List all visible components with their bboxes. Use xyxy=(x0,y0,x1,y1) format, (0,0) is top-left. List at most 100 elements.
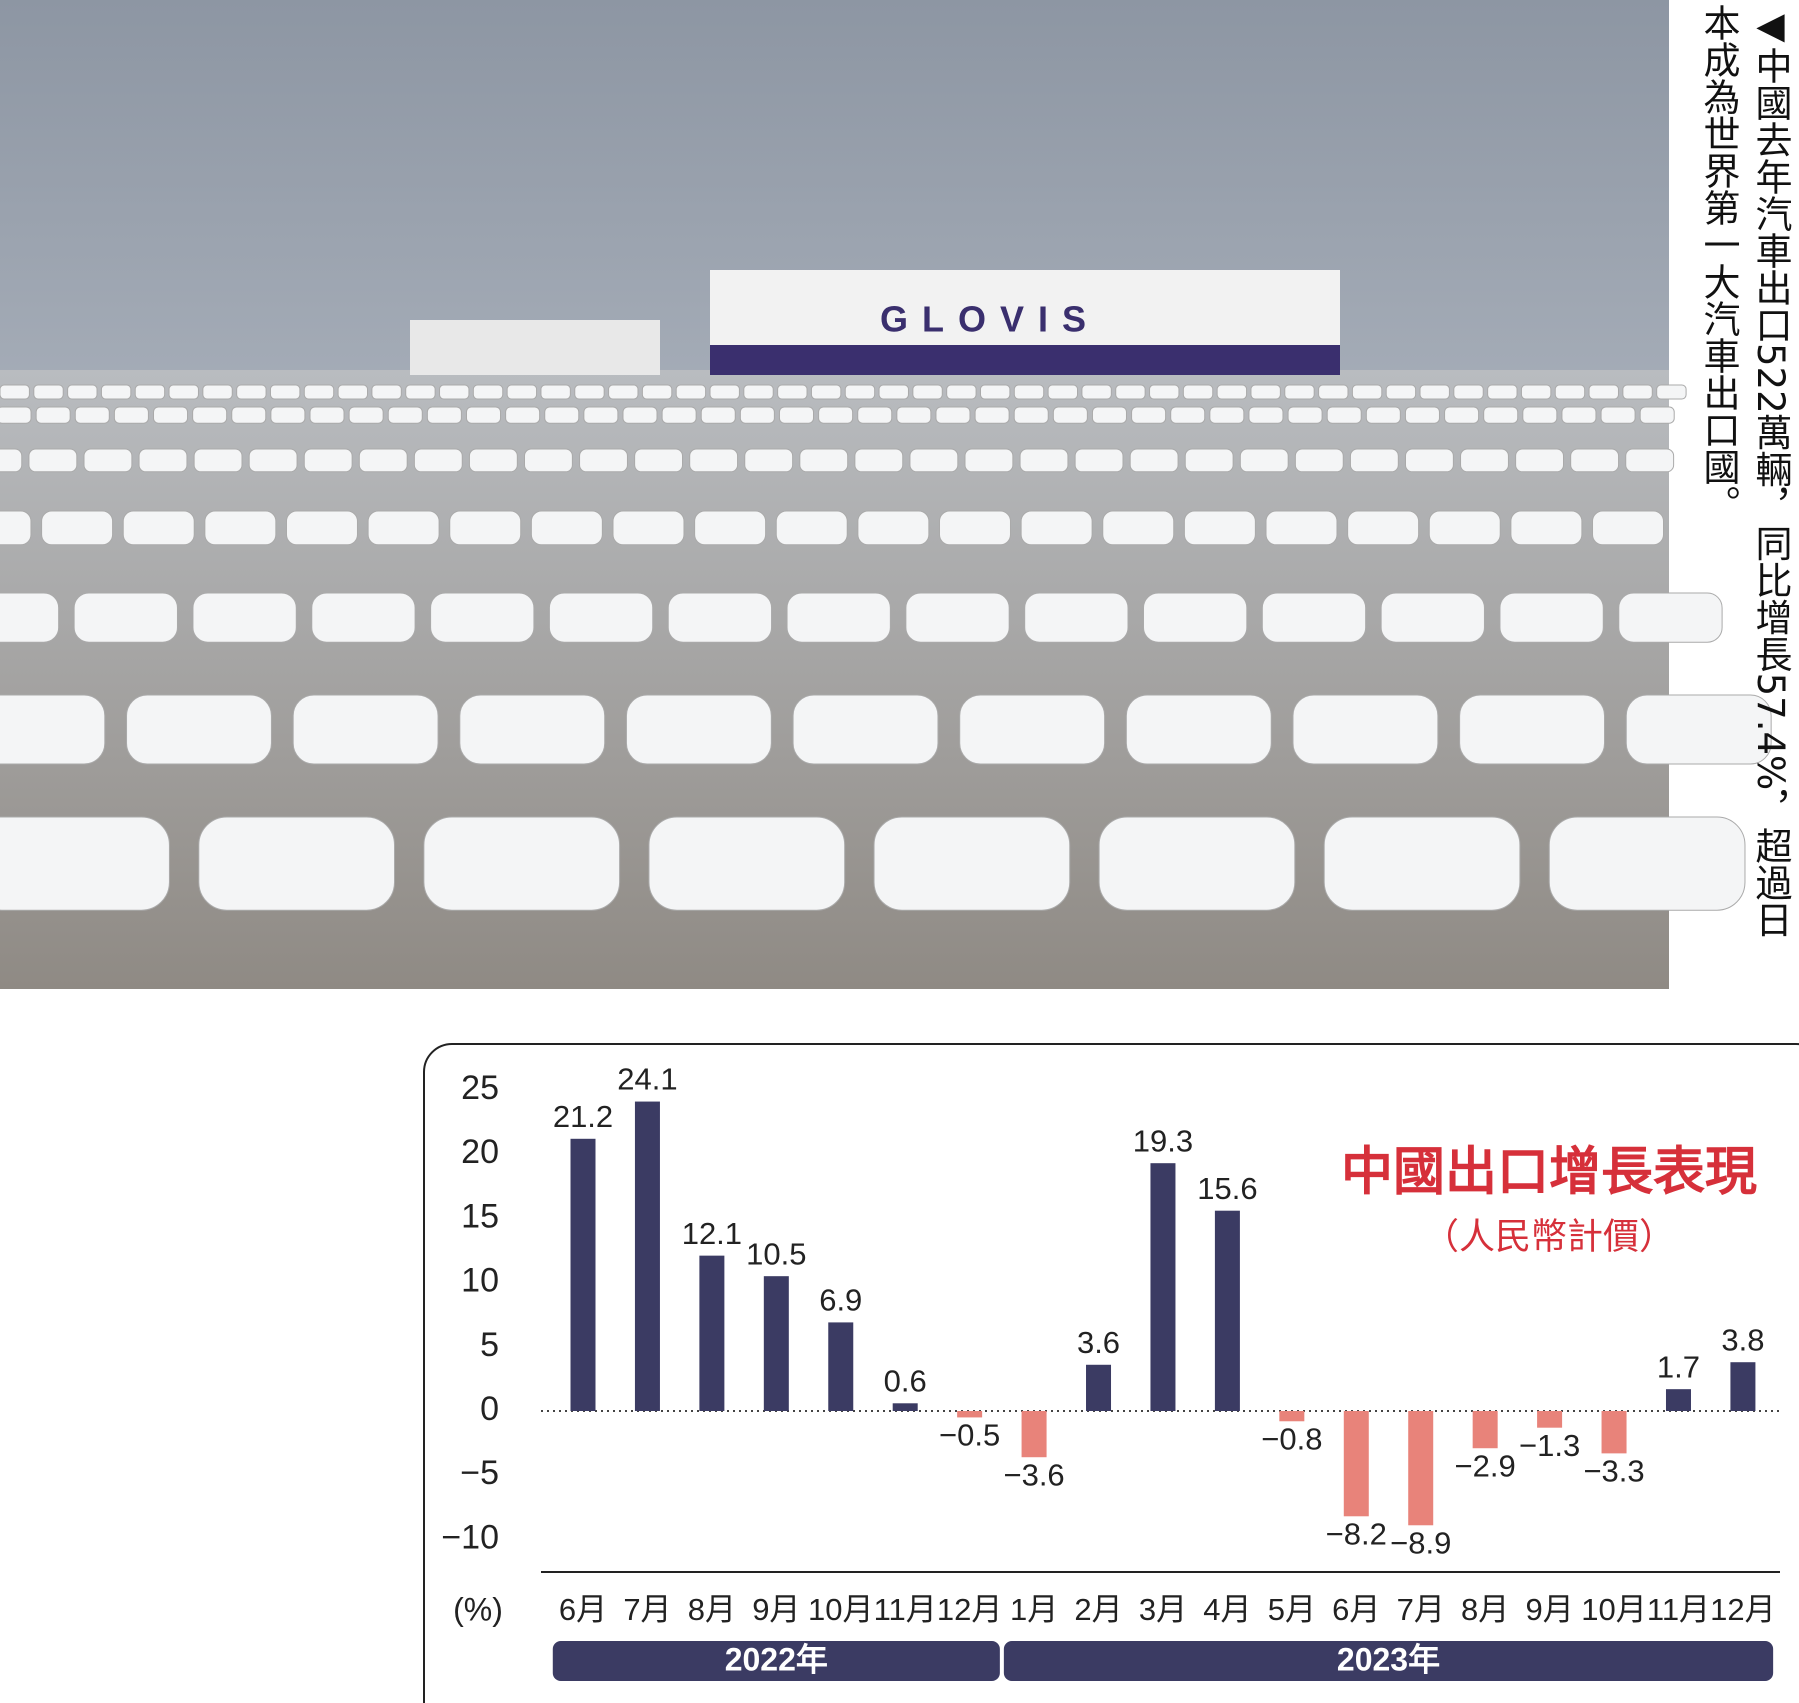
photo-car xyxy=(1239,448,1289,473)
photo-car xyxy=(122,510,195,546)
y-tick-label: 0 xyxy=(480,1390,499,1428)
photo-car xyxy=(878,384,909,400)
bar xyxy=(634,1101,660,1411)
photo-car xyxy=(337,384,369,400)
x-tick-label: 7月 xyxy=(623,1592,671,1627)
photo-car xyxy=(574,384,605,400)
photo-car xyxy=(303,448,353,473)
photo-car xyxy=(799,448,849,473)
value-label: −0.8 xyxy=(1261,1421,1322,1456)
photo-car xyxy=(1183,510,1256,546)
y-tick-label: −5 xyxy=(460,1454,499,1492)
photo-car xyxy=(622,406,658,424)
photo-car xyxy=(0,592,60,643)
photo-car xyxy=(0,694,106,765)
photo-car xyxy=(1182,384,1214,400)
photo-car xyxy=(974,406,1010,424)
photo-car xyxy=(153,406,189,424)
photo-car xyxy=(1265,510,1338,546)
photo-car xyxy=(1216,384,1248,400)
chart-title: 中國出口增長表現 xyxy=(1341,1142,1757,1203)
photo-car xyxy=(74,406,110,424)
photo-car xyxy=(204,510,277,546)
photo-car xyxy=(524,448,573,473)
bar xyxy=(828,1322,854,1411)
photo-car xyxy=(1510,510,1583,546)
photo-car xyxy=(1419,384,1450,400)
photo-car xyxy=(1149,384,1180,400)
photo-car xyxy=(1081,384,1112,400)
photo-car xyxy=(270,406,306,424)
photo-car xyxy=(1554,384,1586,400)
photo-car xyxy=(775,510,848,546)
photo-car xyxy=(1365,406,1401,424)
photo-car xyxy=(1287,406,1323,424)
photo-car xyxy=(1561,406,1597,424)
photo-car xyxy=(348,406,384,424)
value-label: 19.3 xyxy=(1133,1123,1193,1158)
photo-car xyxy=(1102,510,1175,546)
photo-car xyxy=(743,384,774,400)
photo-car xyxy=(311,592,416,643)
x-tick-label: 10月 xyxy=(808,1592,873,1627)
x-tick-label: 12月 xyxy=(1710,1592,1775,1627)
photo-car xyxy=(548,592,654,643)
photo-car xyxy=(857,406,893,424)
x-tick-label: 8月 xyxy=(688,1592,736,1627)
photo-car xyxy=(192,592,297,643)
year-band xyxy=(1003,1641,1774,1681)
photo-car xyxy=(248,448,298,473)
photo-car xyxy=(608,384,639,400)
photo-car xyxy=(309,406,345,424)
x-tick-label: 9月 xyxy=(752,1592,800,1627)
bar xyxy=(1730,1362,1756,1411)
photo-car xyxy=(426,406,462,424)
photo-car xyxy=(193,448,243,473)
value-label: −3.3 xyxy=(1583,1454,1644,1489)
photo-car xyxy=(83,448,133,473)
photo-car xyxy=(269,384,301,400)
photo-car xyxy=(1318,384,1349,400)
photo-car xyxy=(459,694,606,765)
photo-car xyxy=(1248,406,1284,424)
y-tick-label: 10 xyxy=(461,1262,499,1300)
x-tick-label: 11月 xyxy=(874,1592,937,1627)
photo-car xyxy=(73,592,178,643)
photo-car xyxy=(1250,384,1281,400)
photo-car xyxy=(1428,510,1501,546)
photo-car xyxy=(0,406,32,424)
photo-car xyxy=(413,448,463,473)
photo-car xyxy=(303,384,335,400)
photo-car xyxy=(1013,384,1045,400)
photo-car xyxy=(1131,406,1167,424)
photo-car xyxy=(505,406,541,424)
photo-car xyxy=(465,406,502,424)
photo-caption: ◀中國去年汽車出口522萬輛，同比增長57.4%，超過日本成為世界第一大汽車出口… xyxy=(1697,4,1792,939)
photo-car xyxy=(959,694,1106,765)
photo-car xyxy=(35,406,71,424)
photo-car xyxy=(912,384,943,400)
x-tick-label: 6月 xyxy=(559,1592,607,1627)
y-tick-label: 25 xyxy=(461,1069,499,1107)
photo-car xyxy=(405,384,436,400)
photo-car xyxy=(1600,406,1636,424)
photo-car xyxy=(1453,384,1484,400)
photo-car xyxy=(744,448,794,473)
photo-car xyxy=(367,510,440,546)
photo-car xyxy=(648,816,846,911)
photo-car xyxy=(792,694,939,765)
value-label: 21.2 xyxy=(553,1099,613,1134)
photo-car xyxy=(292,694,439,765)
photo-car xyxy=(694,510,767,546)
photo-car xyxy=(1349,448,1399,473)
bar xyxy=(957,1411,983,1418)
bar xyxy=(1214,1210,1240,1411)
photo-car xyxy=(1351,384,1383,400)
photo: GLOVIS xyxy=(0,0,1772,989)
photo-car xyxy=(506,384,538,400)
photo-car xyxy=(1019,448,1069,473)
photo-car xyxy=(41,510,114,546)
value-label: 3.6 xyxy=(1077,1325,1120,1360)
photo-car xyxy=(1570,448,1620,473)
